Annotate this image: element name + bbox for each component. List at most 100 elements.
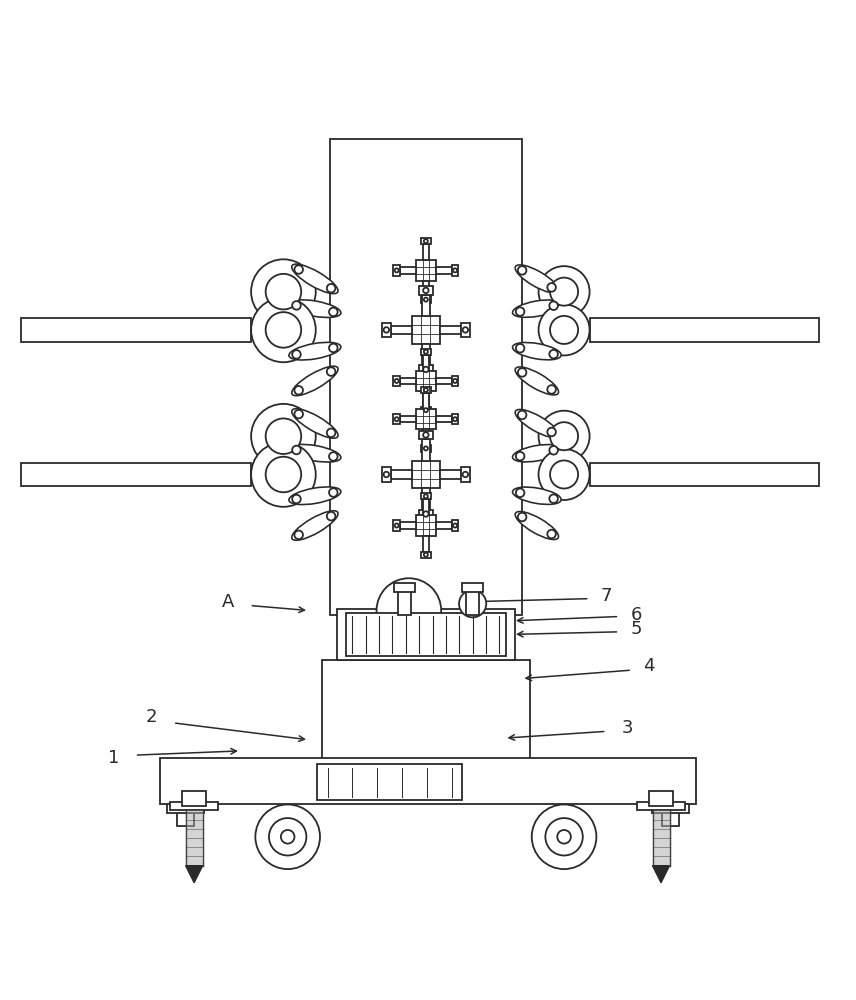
Bar: [420, 349, 431, 355]
Ellipse shape: [513, 445, 562, 462]
Bar: [651, 804, 689, 813]
Polygon shape: [186, 856, 203, 866]
Circle shape: [550, 350, 558, 358]
Bar: [423, 244, 429, 260]
Circle shape: [550, 446, 558, 455]
Bar: [170, 802, 218, 810]
Text: 2: 2: [146, 708, 158, 726]
Ellipse shape: [288, 300, 341, 317]
Circle shape: [550, 316, 578, 344]
Circle shape: [383, 472, 389, 477]
Bar: [436, 522, 452, 529]
Circle shape: [545, 818, 583, 855]
Bar: [419, 431, 433, 439]
Text: 3: 3: [622, 719, 633, 737]
Ellipse shape: [292, 511, 338, 540]
Circle shape: [255, 804, 320, 869]
Circle shape: [329, 488, 337, 497]
Bar: [420, 387, 431, 393]
Text: 6: 6: [631, 606, 642, 624]
Polygon shape: [186, 847, 203, 856]
Circle shape: [292, 350, 300, 359]
Ellipse shape: [515, 512, 559, 540]
Polygon shape: [186, 838, 203, 847]
Polygon shape: [652, 847, 669, 856]
Bar: [330, 139, 521, 615]
Bar: [382, 467, 390, 482]
Circle shape: [516, 307, 525, 316]
Circle shape: [547, 428, 556, 436]
Circle shape: [423, 367, 429, 372]
Ellipse shape: [513, 487, 562, 504]
Bar: [452, 265, 458, 276]
Circle shape: [265, 418, 301, 454]
Bar: [394, 265, 400, 276]
Polygon shape: [652, 820, 669, 829]
Circle shape: [294, 531, 303, 539]
Circle shape: [251, 442, 316, 507]
Circle shape: [518, 411, 526, 419]
Circle shape: [547, 385, 556, 394]
Circle shape: [538, 411, 590, 462]
Bar: [440, 470, 461, 479]
Circle shape: [453, 523, 457, 528]
Circle shape: [329, 344, 337, 352]
Text: 1: 1: [108, 749, 119, 767]
Ellipse shape: [288, 342, 341, 360]
Bar: [160, 758, 696, 804]
Bar: [318, 764, 462, 800]
Circle shape: [294, 265, 303, 274]
Circle shape: [518, 368, 526, 377]
Circle shape: [265, 312, 301, 348]
Circle shape: [327, 429, 336, 437]
Circle shape: [423, 288, 429, 293]
Bar: [420, 552, 431, 558]
Circle shape: [550, 422, 578, 450]
Circle shape: [294, 410, 303, 418]
Circle shape: [395, 417, 399, 421]
Bar: [423, 536, 429, 552]
Bar: [420, 493, 431, 499]
Bar: [452, 376, 458, 386]
Circle shape: [538, 449, 590, 500]
Bar: [413, 461, 440, 488]
Bar: [182, 791, 206, 806]
Bar: [649, 791, 673, 806]
Bar: [419, 365, 433, 374]
Circle shape: [424, 446, 428, 450]
Circle shape: [550, 278, 578, 306]
Bar: [382, 323, 390, 337]
Circle shape: [547, 283, 556, 292]
Bar: [423, 499, 429, 515]
Bar: [423, 429, 429, 445]
Bar: [420, 296, 431, 303]
Circle shape: [424, 494, 428, 498]
Circle shape: [395, 268, 399, 272]
Circle shape: [516, 489, 525, 497]
Bar: [394, 520, 400, 531]
Bar: [413, 316, 440, 344]
Circle shape: [462, 472, 468, 477]
Circle shape: [329, 452, 337, 461]
Circle shape: [459, 590, 486, 617]
Bar: [400, 378, 416, 384]
Circle shape: [395, 523, 399, 528]
Polygon shape: [652, 838, 669, 847]
Circle shape: [516, 344, 525, 353]
Bar: [436, 267, 452, 274]
Bar: [452, 414, 458, 424]
Bar: [421, 344, 431, 365]
Text: 7: 7: [601, 587, 612, 605]
Bar: [398, 589, 412, 615]
Bar: [423, 355, 429, 371]
Bar: [21, 318, 251, 342]
Bar: [416, 371, 436, 391]
Bar: [590, 463, 819, 486]
Circle shape: [550, 494, 558, 503]
Ellipse shape: [292, 264, 338, 294]
Bar: [390, 470, 413, 479]
Circle shape: [281, 830, 294, 844]
Circle shape: [251, 404, 316, 469]
Polygon shape: [652, 856, 669, 866]
Circle shape: [453, 268, 457, 272]
